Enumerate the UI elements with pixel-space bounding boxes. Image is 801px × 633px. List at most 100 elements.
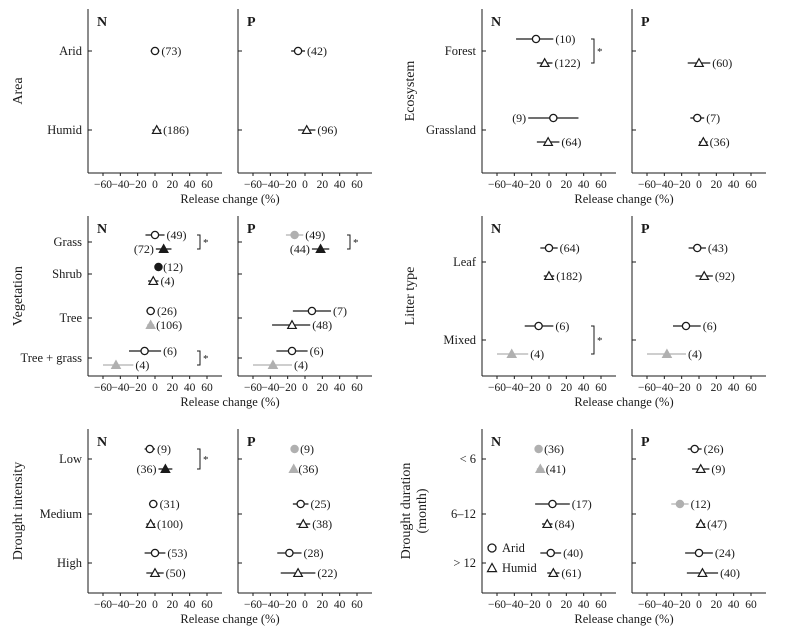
x-tick-label: 40	[578, 599, 590, 611]
panel-title: P	[247, 222, 256, 237]
panel-title: P	[641, 435, 650, 450]
x-tick-label: −20	[673, 382, 691, 394]
x-tick-label: −40	[261, 382, 279, 394]
x-tick-label: −20	[523, 599, 541, 611]
sample-size-label: (47)	[707, 517, 727, 531]
sample-size-label: (25)	[310, 497, 330, 511]
marker-circle	[293, 46, 303, 56]
data-point-triangle: (4)	[647, 347, 702, 361]
data-point-triangle: (50)	[146, 566, 186, 580]
x-tick-label: 0	[152, 599, 158, 611]
panel-title: P	[247, 15, 256, 30]
x-tick-label: −60	[638, 179, 656, 191]
category-label: Tree + grass	[21, 351, 83, 365]
marker-circle	[149, 499, 158, 509]
x-tick-label: −40	[505, 179, 523, 191]
data-point-triangle: (40)	[686, 566, 740, 580]
x-tick-label: 60	[351, 599, 363, 611]
x-tick-label: 20	[561, 179, 573, 191]
group-axis-label: Drought intensity	[11, 462, 26, 560]
data-point-circle: (6)	[673, 319, 717, 333]
panel-drought-intensity-p: −60 −40 −20 0 20 40 60 P (9) (36) (25) (38) (28) (22)	[237, 429, 372, 611]
category-label: Arid	[59, 44, 83, 58]
sample-size-label: (9)	[512, 111, 526, 125]
x-tick-label: 0	[302, 382, 308, 394]
data-point-triangle: (182)	[543, 269, 582, 283]
category-label: Low	[59, 452, 82, 466]
group-axis-label: Drought duration(month)	[399, 463, 430, 560]
panel-vegetation-n: −60 −40 −20 0 20 40 60N (49)(72)(12)(4)(26)(106…	[87, 216, 222, 394]
marker-triangle	[151, 124, 163, 135]
sample-size-label: (9)	[157, 442, 171, 456]
marker-triangle	[698, 270, 710, 281]
sample-size-label: (6)	[555, 319, 569, 333]
marker-triangle	[267, 359, 279, 370]
marker-circle	[154, 262, 163, 272]
panel-ecosystem-n: −60 −40 −20 0 20 40 60 N (10) (122) (9) (64) *	[481, 9, 616, 191]
data-point-triangle: (106)	[145, 318, 182, 332]
data-point-circle: (9)	[512, 111, 579, 125]
x-tick-label: −60	[488, 179, 506, 191]
data-point-circle: (7)	[690, 111, 720, 125]
x-tick-label: 20	[317, 179, 329, 191]
x-tick-label: −20	[279, 382, 297, 394]
x-tick-label: 0	[696, 382, 702, 394]
sample-size-label: (40)	[563, 546, 583, 560]
x-tick-label: −60	[488, 382, 506, 394]
data-point-circle: (24)	[685, 546, 735, 560]
marker-circle	[548, 499, 557, 509]
sample-size-label: (64)	[561, 135, 581, 149]
data-point-circle: (10)	[516, 32, 575, 46]
marker-circle	[145, 444, 155, 454]
x-tick-label: 0	[696, 599, 702, 611]
x-tick-label: 0	[696, 179, 702, 191]
data-point-triangle: (4)	[253, 358, 308, 372]
significance-bracket: *	[197, 350, 209, 366]
data-point-circle: (12)	[671, 497, 711, 511]
significance-bracket: *	[591, 325, 603, 355]
significance-bracket: *	[347, 234, 359, 250]
panel-ecosystem-p: −60 −40 −20 0 20 40 60 P (60) (7) (36)	[631, 9, 766, 191]
sample-size-label: (60)	[712, 56, 732, 70]
x-tick-label: −40	[505, 599, 523, 611]
category-label: Grass	[54, 235, 83, 249]
sample-size-label: (38)	[312, 517, 332, 531]
sample-size-label: (22)	[317, 566, 337, 580]
marker-triangle	[160, 463, 171, 474]
significance-star: *	[597, 46, 603, 58]
sample-size-label: (100)	[157, 517, 183, 531]
marker-circle	[290, 444, 299, 454]
sample-size-label: (6)	[703, 319, 717, 333]
x-tick-label: 60	[745, 599, 757, 611]
data-point-circle: (26)	[146, 304, 177, 318]
data-point-triangle: (47)	[695, 517, 727, 531]
data-point-triangle: (96)	[298, 123, 337, 137]
x-tick-label: 60	[595, 599, 607, 611]
x-tick-label: 40	[334, 382, 346, 394]
data-point-triangle: (36)	[136, 462, 173, 476]
data-point-circle: (31)	[148, 497, 180, 511]
panel-title: P	[641, 15, 650, 30]
data-point-circle: (42)	[291, 44, 327, 58]
x-tick-label: 0	[302, 599, 308, 611]
x-tick-label: 60	[351, 179, 363, 191]
x-tick-label: 20	[561, 599, 573, 611]
significance-star: *	[597, 335, 603, 347]
sample-size-label: (12)	[691, 497, 711, 511]
sample-size-label: (44)	[290, 242, 310, 256]
panel-title: P	[247, 435, 256, 450]
significance-bracket: *	[197, 448, 209, 470]
marker-circle	[546, 548, 555, 558]
marker-triangle	[693, 57, 705, 68]
data-point-circle: (28)	[277, 546, 324, 560]
marker-triangle	[286, 319, 298, 330]
marker-triangle	[697, 567, 708, 578]
x-tick-label: 20	[167, 179, 179, 191]
sample-size-label: (26)	[704, 442, 724, 456]
panel-title: N	[491, 15, 501, 30]
sample-size-label: (53)	[167, 546, 187, 560]
sample-size-label: (9)	[711, 462, 725, 476]
marker-circle	[693, 113, 702, 123]
